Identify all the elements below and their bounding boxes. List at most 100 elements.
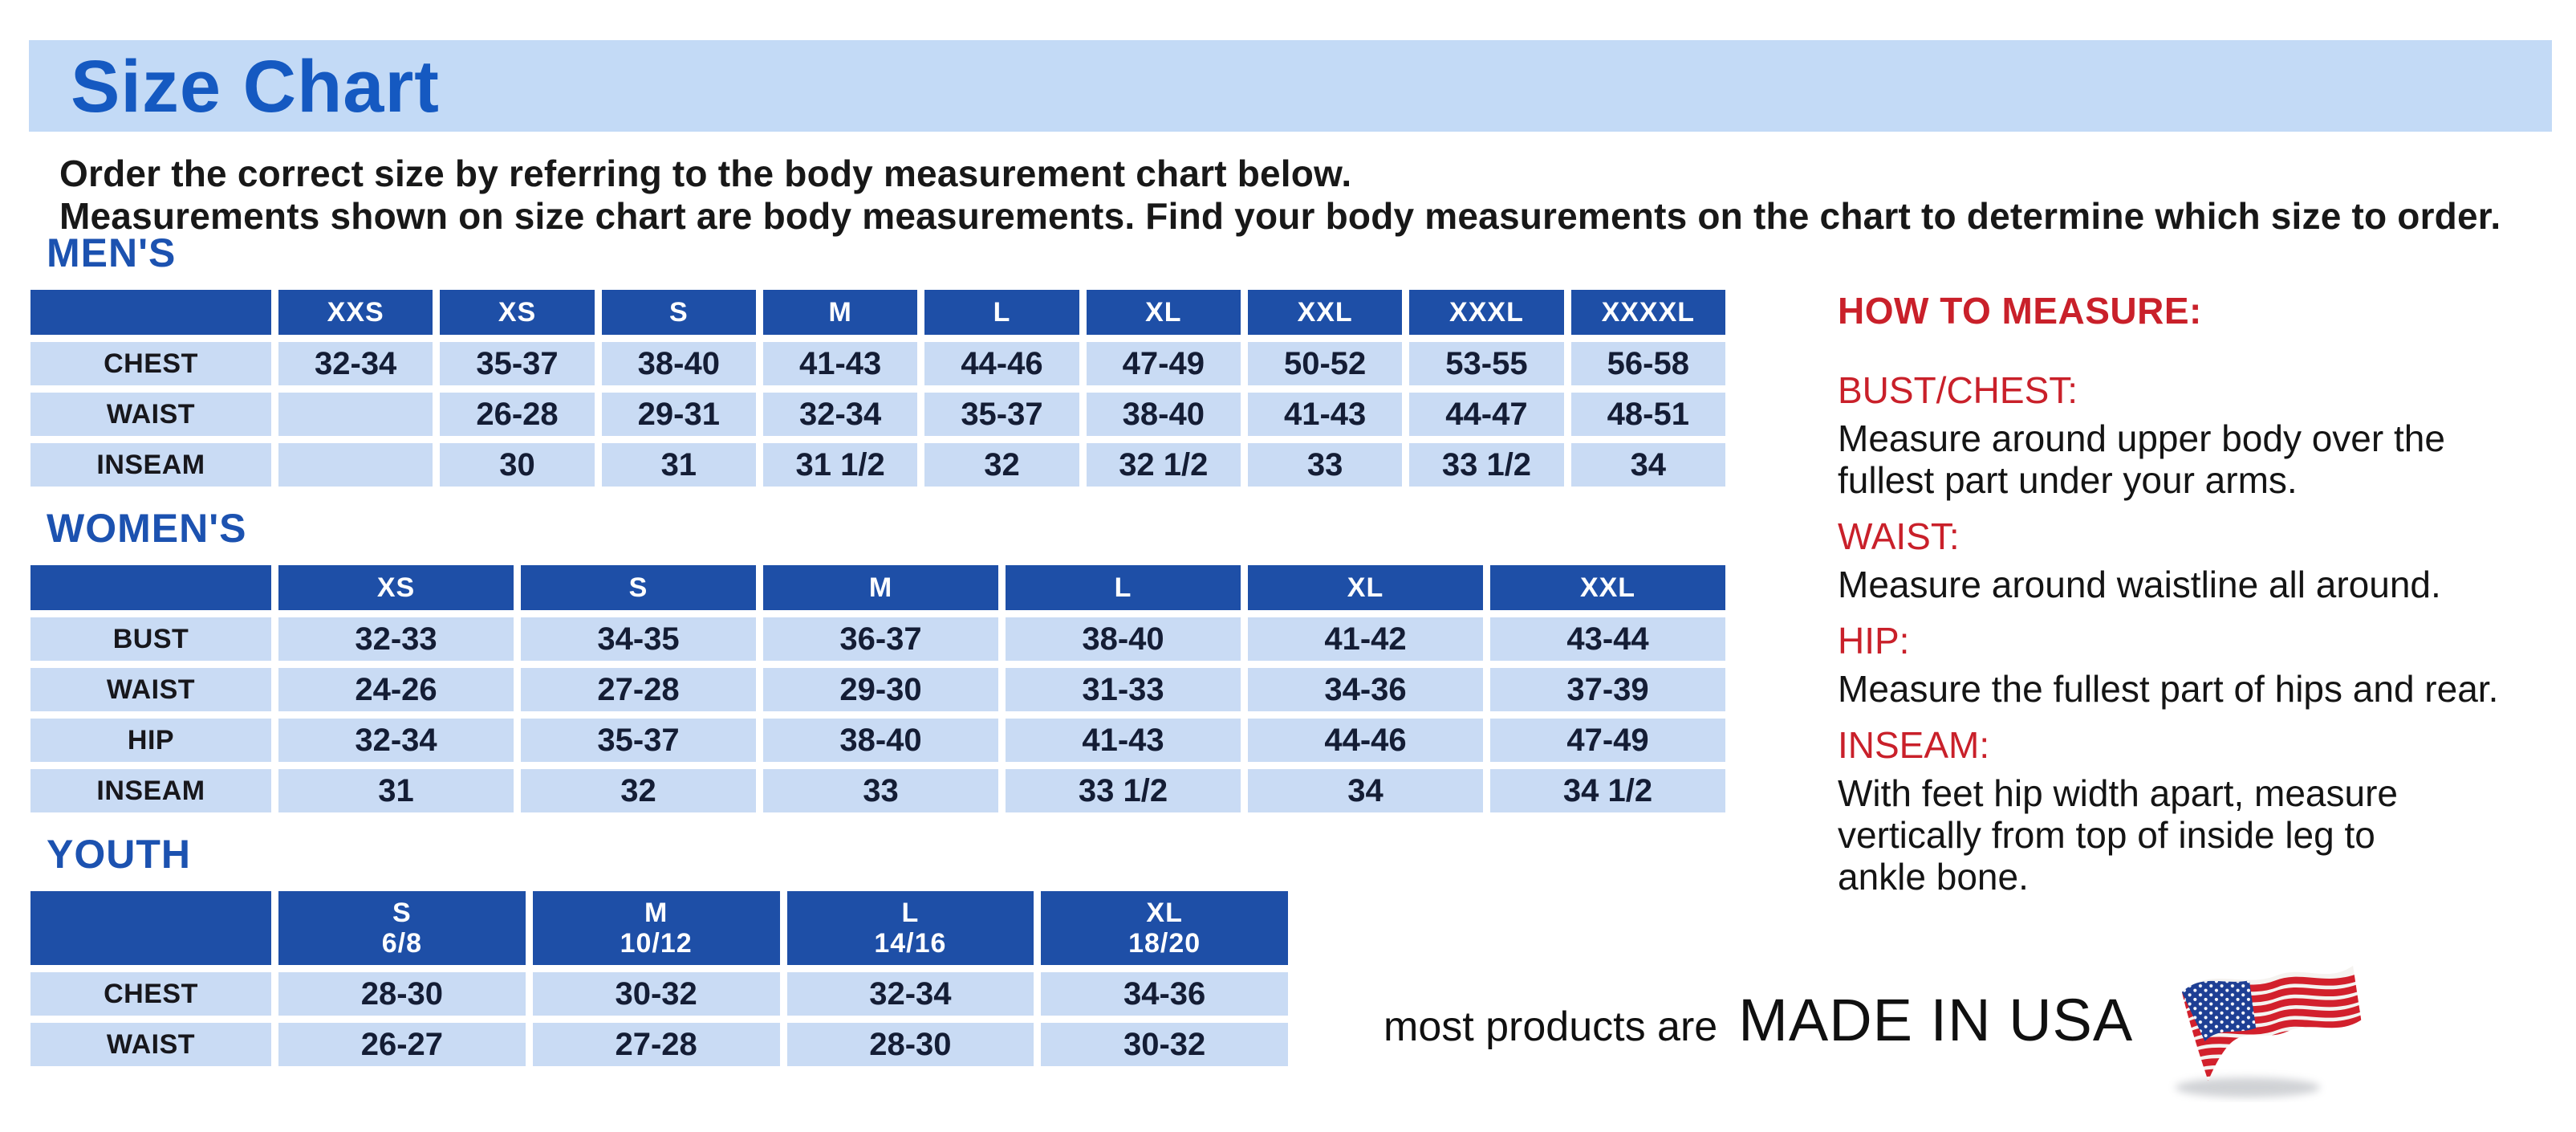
how-to-measure-panel: HOW TO MEASURE: BUST/CHEST: Measure aroun… — [1838, 289, 2560, 898]
how-to-measure-heading: HOW TO MEASURE: — [1838, 290, 2202, 332]
size-cell: 44-46 — [924, 342, 1079, 385]
size-cell: 31 — [601, 443, 756, 487]
size-column-header: S 6/8 — [278, 891, 526, 965]
size-cell: 34 — [1248, 769, 1483, 812]
size-cell: 43-44 — [1490, 617, 1725, 661]
size-cell: 34 — [1570, 443, 1725, 487]
size-cell: 47-49 — [1086, 342, 1241, 385]
size-cell: 31-33 — [1006, 668, 1241, 711]
size-cell — [278, 393, 433, 436]
size-cell: 38-40 — [763, 719, 998, 762]
made-in-usa: most products are MADE IN USA — [1383, 938, 2375, 1102]
title-banner: Size Chart — [29, 40, 2552, 132]
size-column-header: M — [762, 290, 918, 335]
size-column-header: XL 18/20 — [1041, 891, 1288, 965]
measure-label: WAIST: — [1838, 515, 1960, 557]
header-corner-cell — [30, 290, 271, 335]
us-flag-icon — [2175, 965, 2362, 1097]
size-column-header: XXL — [1490, 565, 1725, 610]
measure-text: With feet hip width apart, measure verti… — [1838, 772, 2398, 898]
size-cell: 41-43 — [1247, 393, 1403, 436]
size-column-header: XL — [1086, 290, 1241, 335]
row-label: INSEAM — [30, 443, 271, 487]
made-in-usa-text: most products are MADE IN USA — [1383, 986, 2133, 1054]
intro-line-1: Order the correct size by referring to t… — [59, 153, 1352, 194]
size-cell: 32-34 — [278, 342, 433, 385]
size-column-header: S — [601, 290, 756, 335]
size-cell: 32-33 — [278, 617, 514, 661]
row-label: WAIST — [30, 393, 271, 436]
row-label: WAIST — [30, 668, 271, 711]
size-cell: 35-37 — [440, 342, 595, 385]
size-cell: 31 — [278, 769, 514, 812]
youth-heading: YOUTH — [47, 832, 191, 877]
size-column-header: M 10/12 — [532, 891, 780, 965]
table-row: WAIST 26-27 27-28 28-30 30-32 — [30, 1023, 1288, 1066]
size-cell: 38-40 — [1006, 617, 1241, 661]
size-cell: 33 — [763, 769, 998, 812]
table-row: WAIST 26-28 29-31 32-34 35-37 38-40 41-43 44-47… — [30, 393, 1725, 436]
size-cell: 29-30 — [763, 668, 998, 711]
table-row: INSEAM 30 31 31 1/2 32 32 1/2 33 33 1/2 34 — [30, 443, 1725, 487]
row-label: CHEST — [30, 342, 271, 385]
row-label: CHEST — [30, 972, 271, 1016]
page-title: Size Chart — [71, 46, 440, 128]
size-cell: 32-34 — [762, 393, 918, 436]
size-column-header: L 14/16 — [786, 891, 1034, 965]
size-cell: 33 1/2 — [1409, 443, 1564, 487]
size-column-header: XXL — [1247, 290, 1403, 335]
table-row: INSEAM 31 32 33 33 1/2 34 34 1/2 — [30, 769, 1725, 812]
size-cell: 26-27 — [278, 1023, 526, 1066]
mens-heading: MEN'S — [47, 230, 177, 275]
table-row: BUST 32-33 34-35 36-37 38-40 41-42 43-44 — [30, 617, 1725, 661]
header-corner-cell — [30, 565, 271, 610]
size-cell: 50-52 — [1247, 342, 1403, 385]
size-column-header: L — [1006, 565, 1241, 610]
size-cell: 36-37 — [763, 617, 998, 661]
womens-size-table: XS S M L XL XXL BUST 32-33 34-35 36-37 38-40 41-42 4… — [23, 558, 1733, 820]
table-row: CHEST 28-30 30-32 32-34 34-36 — [30, 972, 1288, 1016]
size-column-header: XXXXL — [1570, 290, 1725, 335]
size-column-header: M — [763, 565, 998, 610]
womens-heading: WOMEN'S — [47, 506, 247, 551]
mens-size-table: XXS XS S M L XL XXL XXXL XXXXL CHEST 32-34 35-37 38-… — [23, 283, 1733, 494]
size-column-header: XL — [1248, 565, 1483, 610]
flag-shadow — [2175, 1077, 2321, 1097]
size-cell: 32 — [924, 443, 1079, 487]
measure-sections: BUST/CHEST: Measure around upper body ove… — [1838, 369, 2560, 898]
size-cell: 32 — [521, 769, 756, 812]
size-cell: 38-40 — [601, 342, 756, 385]
size-cell: 56-58 — [1570, 342, 1725, 385]
size-column-header: L — [924, 290, 1079, 335]
size-cell: 29-31 — [601, 393, 756, 436]
size-cell: 38-40 — [1086, 393, 1241, 436]
size-cell: 27-28 — [521, 668, 756, 711]
size-charts: MEN'S XXS XS S M L XL XXL XXXL XXXXL CHEST 32-34 35… — [30, 231, 1733, 1073]
youth-size-table: S 6/8 M 10/12 L 14/16 XL 18/20 CHEST 28-30 30-32 32… — [23, 884, 1295, 1073]
size-cell: 47-49 — [1490, 719, 1725, 762]
size-cell: 30-32 — [1041, 1023, 1288, 1066]
size-cell: 30 — [440, 443, 595, 487]
size-column-header: XS — [278, 565, 514, 610]
size-cell: 44-46 — [1248, 719, 1483, 762]
size-cell: 28-30 — [786, 1023, 1034, 1066]
size-cell: 35-37 — [924, 393, 1079, 436]
size-cell: 53-55 — [1409, 342, 1564, 385]
size-cell: 30-32 — [532, 972, 780, 1016]
usa-prefix-text: most products are — [1383, 1004, 1718, 1050]
size-cell: 41-42 — [1248, 617, 1483, 661]
size-cell: 27-28 — [532, 1023, 780, 1066]
size-cell: 48-51 — [1570, 393, 1725, 436]
table-row: CHEST 32-34 35-37 38-40 41-43 44-46 47-49 50-52… — [30, 342, 1725, 385]
measure-label: HIP: — [1838, 620, 1910, 662]
intro-paragraph: Order the correct size by referring to t… — [59, 153, 2501, 238]
size-cell: 33 1/2 — [1006, 769, 1241, 812]
header-corner-cell — [30, 891, 271, 965]
size-column-header: XS — [440, 290, 595, 335]
size-column-header: XXS — [278, 290, 433, 335]
size-cell: 34-35 — [521, 617, 756, 661]
size-cell: 28-30 — [278, 972, 526, 1016]
size-cell — [278, 443, 433, 487]
size-column-header: XXXL — [1409, 290, 1564, 335]
table-row: WAIST 24-26 27-28 29-30 31-33 34-36 37-39 — [30, 668, 1725, 711]
